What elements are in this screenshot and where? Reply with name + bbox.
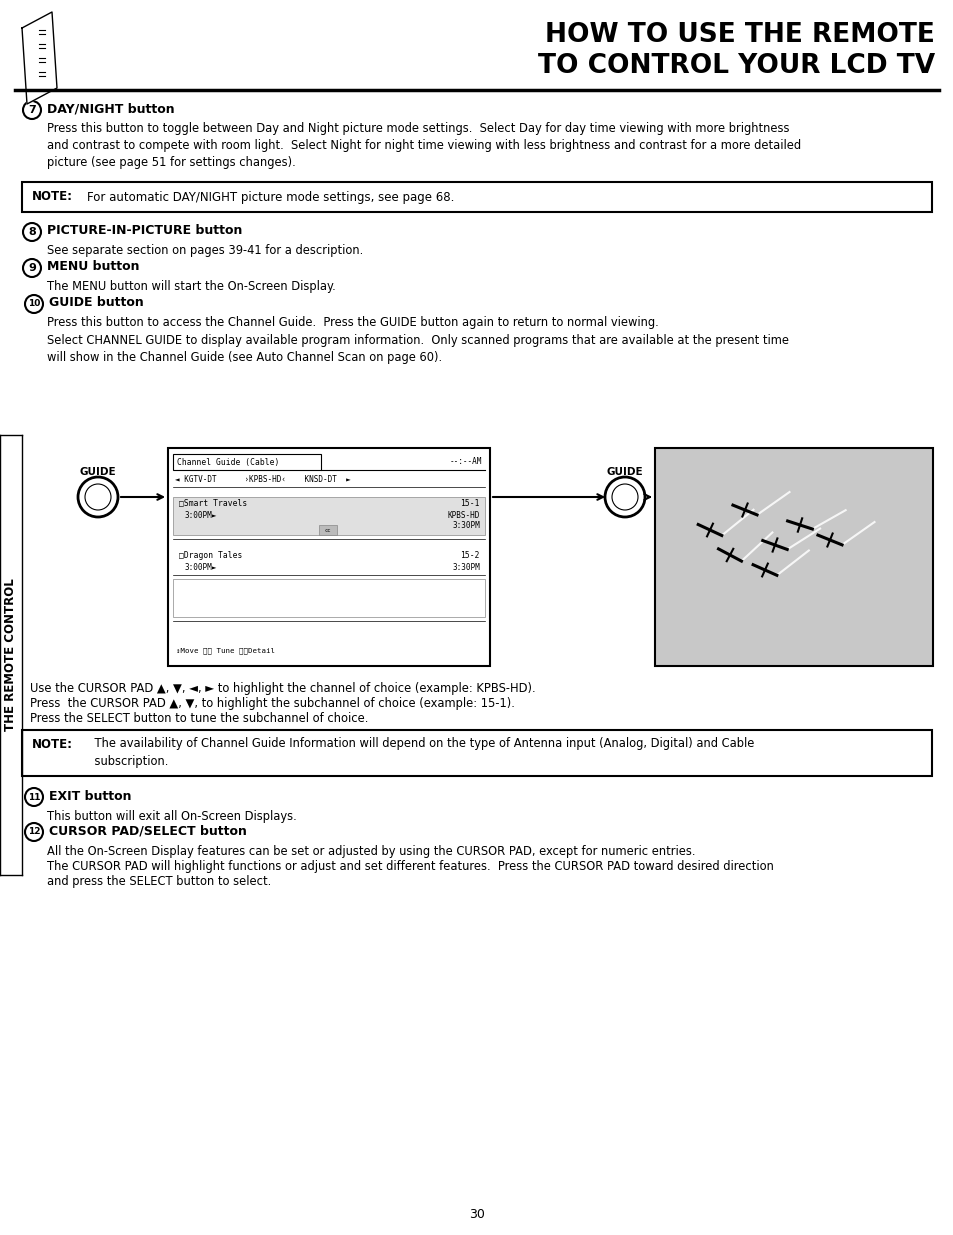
Text: cc: cc	[324, 527, 331, 532]
Text: Press  the CURSOR PAD ▲, ▼, to highlight the subchannel of choice (example: 15-1: Press the CURSOR PAD ▲, ▼, to highlight …	[30, 697, 515, 710]
Text: 8: 8	[28, 227, 36, 237]
Text: 15-1: 15-1	[460, 499, 479, 508]
Text: 3:00PM►: 3:00PM►	[185, 562, 217, 572]
Text: CURSOR PAD/SELECT button: CURSOR PAD/SELECT button	[49, 825, 247, 837]
Bar	[168, 448, 490, 666]
Text: DAY/NIGHT button: DAY/NIGHT button	[47, 103, 174, 116]
Text: The MENU button will start the On-Screen Display.: The MENU button will start the On-Screen…	[47, 280, 335, 293]
Text: HOW TO USE THE REMOTE: HOW TO USE THE REMOTE	[544, 22, 934, 48]
Bar	[318, 525, 336, 535]
Text: 3:00PM►: 3:00PM►	[185, 510, 217, 520]
Text: Press the SELECT button to tune the subchannel of choice.: Press the SELECT button to tune the subc…	[30, 713, 368, 725]
Text: 3:30PM: 3:30PM	[452, 520, 479, 530]
Text: GUIDE: GUIDE	[80, 467, 116, 477]
Text: NOTE:: NOTE:	[32, 190, 73, 204]
Text: See separate section on pages 39-41 for a description.: See separate section on pages 39-41 for …	[47, 245, 363, 257]
Text: This button will exit all On-Screen Displays.: This button will exit all On-Screen Disp…	[47, 810, 296, 823]
Text: 10: 10	[28, 300, 40, 309]
Text: Select CHANNEL GUIDE to display available program information.  Only scanned pro: Select CHANNEL GUIDE to display availabl…	[47, 333, 788, 364]
Text: MENU button: MENU button	[47, 261, 139, 273]
Text: All the On-Screen Display features can be set or adjusted by using the CURSOR PA: All the On-Screen Display features can b…	[47, 845, 695, 858]
Text: ◄ KGTV-DT      ›KPBS-HD‹    KNSD-DT  ►: ◄ KGTV-DT ›KPBS-HD‹ KNSD-DT ►	[174, 474, 351, 483]
Polygon shape	[22, 12, 57, 104]
Text: 11: 11	[28, 793, 40, 802]
Text: The CURSOR PAD will highlight functions or adjust and set different features.  P: The CURSOR PAD will highlight functions …	[47, 860, 773, 873]
Text: 7: 7	[28, 105, 36, 115]
Text: GUIDE button: GUIDE button	[49, 296, 144, 310]
Text: --:--AM: --:--AM	[449, 457, 481, 467]
Text: Press this button to access the Channel Guide.  Press the GUIDE button again to : Press this button to access the Channel …	[47, 316, 659, 329]
Text: Channel Guide (Cable): Channel Guide (Cable)	[177, 457, 279, 467]
Text: 30: 30	[469, 1209, 484, 1221]
Text: 12: 12	[28, 827, 40, 836]
Text: PICTURE-IN-PICTURE button: PICTURE-IN-PICTURE button	[47, 225, 242, 237]
Bar	[655, 448, 932, 666]
Bar	[172, 579, 484, 618]
Text: 3:30PM: 3:30PM	[452, 562, 479, 572]
Text: ↕Move ⓈⓉ Tune ⓈⓉDetail: ↕Move ⓈⓉ Tune ⓈⓉDetail	[175, 647, 274, 655]
Text: Use the CURSOR PAD ▲, ▼, ◄, ► to highlight the channel of choice (example: KPBS-: Use the CURSOR PAD ▲, ▼, ◄, ► to highlig…	[30, 682, 535, 695]
Text: Press this button to toggle between Day and Night picture mode settings.  Select: Press this button to toggle between Day …	[47, 122, 801, 169]
Text: □Dragon Tales: □Dragon Tales	[179, 551, 242, 559]
Text: GUIDE: GUIDE	[606, 467, 642, 477]
Bar	[22, 182, 931, 212]
Bar	[172, 496, 484, 535]
Text: The availability of Channel Guide Information will depend on the type of Antenna: The availability of Channel Guide Inform…	[80, 737, 754, 751]
Text: THE REMOTE CONTROL: THE REMOTE CONTROL	[5, 579, 17, 731]
Text: KPBS-HD: KPBS-HD	[447, 510, 479, 520]
Text: 9: 9	[28, 263, 36, 273]
Text: TO CONTROL YOUR LCD TV: TO CONTROL YOUR LCD TV	[537, 53, 934, 79]
Text: and press the SELECT button to select.: and press the SELECT button to select.	[47, 876, 271, 888]
Bar	[172, 454, 320, 471]
Text: 15-2: 15-2	[460, 551, 479, 559]
Text: For automatic DAY/NIGHT picture mode settings, see page 68.: For automatic DAY/NIGHT picture mode set…	[71, 190, 454, 204]
Bar	[22, 730, 931, 776]
Text: □Smart Travels: □Smart Travels	[179, 499, 247, 508]
Text: NOTE:: NOTE:	[32, 737, 73, 751]
Text: EXIT button: EXIT button	[49, 789, 132, 803]
Text: subscription.: subscription.	[80, 756, 168, 768]
